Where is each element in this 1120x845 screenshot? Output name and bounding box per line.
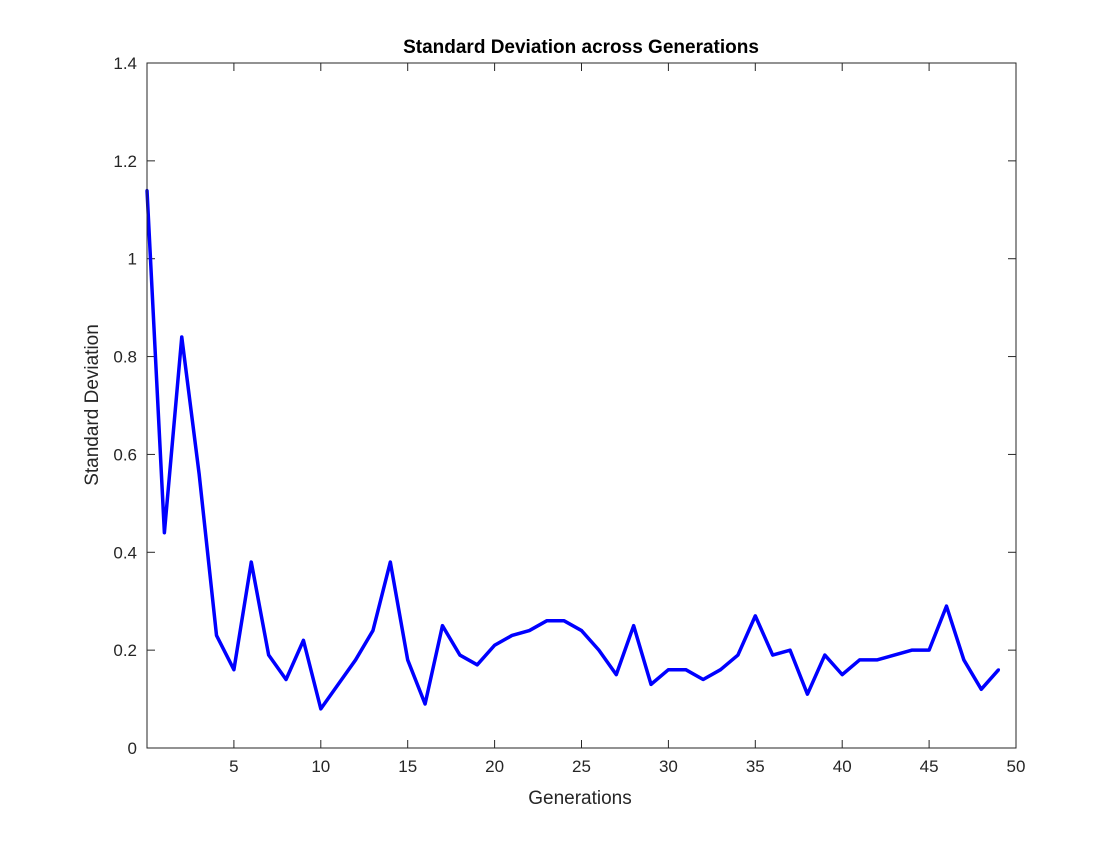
data-point xyxy=(475,663,479,667)
data-point xyxy=(910,648,914,652)
ticks-layer xyxy=(147,62,1017,749)
data-point xyxy=(962,658,966,662)
y-tick-label: 0.6 xyxy=(113,445,137,464)
data-point xyxy=(336,682,340,686)
data-point xyxy=(649,682,653,686)
data-point xyxy=(719,668,722,672)
data-point xyxy=(788,648,792,652)
data-point xyxy=(562,619,566,623)
data-point xyxy=(249,560,253,564)
data-point xyxy=(614,673,618,677)
plot-area xyxy=(147,63,1016,748)
x-tick-label: 45 xyxy=(920,757,939,776)
data-point xyxy=(267,653,271,657)
y-tick-label: 0.2 xyxy=(113,641,137,660)
data-point xyxy=(302,638,305,642)
data-point xyxy=(180,335,184,339)
data-point xyxy=(527,629,531,632)
data-point xyxy=(354,658,357,662)
data-point xyxy=(667,668,670,672)
tick-labels-layer: 5 10 15 20 25 30 35 40 45 50 0 0.2 0.4 0.6 0.8 1 1.2 1.4 xyxy=(113,54,1025,776)
data-point xyxy=(806,692,809,696)
data-point xyxy=(753,614,757,618)
data-point xyxy=(545,619,549,623)
data-point xyxy=(458,653,462,657)
y-tick-label: 0.4 xyxy=(113,543,137,562)
data-point xyxy=(284,678,288,681)
data-point xyxy=(927,648,931,652)
y-tick-label: 1.2 xyxy=(113,152,137,171)
data-point xyxy=(597,648,601,652)
x-tick-label: 35 xyxy=(746,757,765,776)
chart-title: Standard Deviation across Generations xyxy=(403,37,759,58)
data-point xyxy=(701,678,705,681)
data-point xyxy=(493,643,496,647)
data-point xyxy=(232,668,236,672)
data-point xyxy=(684,668,688,672)
x-tick-label: 5 xyxy=(229,757,238,776)
axes-box xyxy=(146,62,1017,749)
data-point xyxy=(858,658,861,662)
data-point xyxy=(823,653,827,657)
series-line xyxy=(145,190,1000,711)
data-point xyxy=(423,702,427,706)
data-point xyxy=(388,560,392,564)
x-tick-label: 10 xyxy=(311,757,330,776)
data-point xyxy=(875,658,879,662)
data-point xyxy=(441,624,444,628)
data-point xyxy=(892,653,896,657)
data-point xyxy=(771,653,775,657)
x-tick-label: 40 xyxy=(833,757,852,776)
data-point xyxy=(406,658,410,662)
y-axis-title: Standard Deviation xyxy=(82,324,103,486)
x-tick-label: 25 xyxy=(572,757,591,776)
data-point xyxy=(162,531,166,535)
y-tick-label: 0.8 xyxy=(113,348,137,367)
data-point xyxy=(580,629,583,632)
x-tick-label: 30 xyxy=(659,757,678,776)
series-layer xyxy=(145,188,1001,711)
data-point xyxy=(371,629,375,632)
data-point xyxy=(945,604,948,608)
y-tick-label: 1.4 xyxy=(113,54,137,73)
y-tick-label: 0 xyxy=(128,739,137,758)
data-point xyxy=(979,687,983,691)
x-tick-label: 15 xyxy=(398,757,417,776)
data-point xyxy=(319,707,323,711)
data-point xyxy=(632,624,636,628)
x-tick-label: 20 xyxy=(485,757,504,776)
data-point xyxy=(215,634,218,637)
data-point xyxy=(840,673,844,677)
data-point xyxy=(197,472,201,476)
y-tick-label: 1 xyxy=(128,250,137,269)
data-point xyxy=(510,634,514,637)
x-tick-label: 50 xyxy=(1007,757,1026,776)
data-point xyxy=(736,653,740,657)
data-point xyxy=(997,668,1001,672)
x-axis-title: Generations xyxy=(528,788,632,809)
